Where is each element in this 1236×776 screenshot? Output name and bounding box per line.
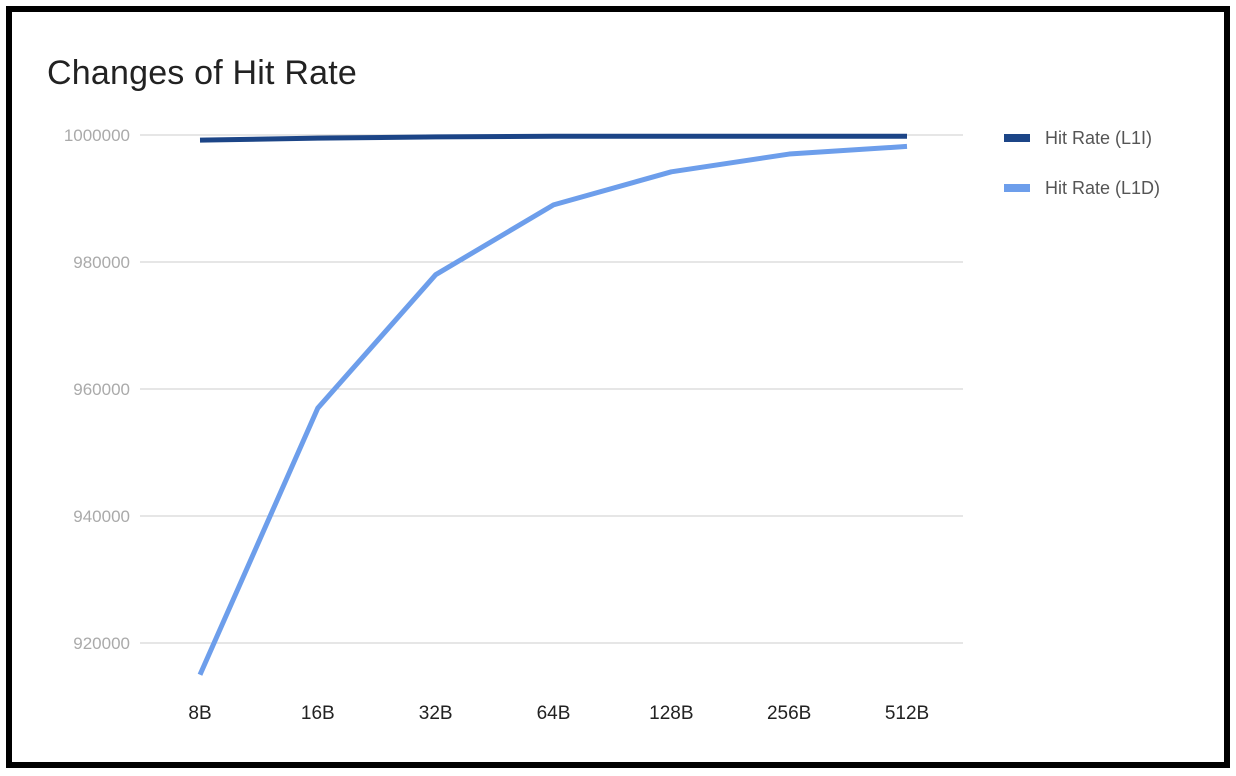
y-axis-ticks: 920000 940000 960000 980000 1000000 bbox=[64, 126, 130, 653]
y-tick-label: 980000 bbox=[73, 253, 130, 272]
legend: Hit Rate (L1I) Hit Rate (L1D) bbox=[1004, 128, 1160, 198]
legend-swatch bbox=[1004, 184, 1030, 192]
chart-frame bbox=[6, 6, 1230, 768]
series-line bbox=[199, 133, 907, 143]
x-tick-label: 128B bbox=[649, 703, 693, 724]
y-tick-label: 920000 bbox=[73, 634, 130, 653]
x-tick-label: 512B bbox=[885, 703, 929, 724]
x-tick-label: 16B bbox=[301, 703, 335, 724]
x-tick-label: 32B bbox=[419, 703, 453, 724]
legend-label: Hit Rate (L1D) bbox=[1045, 178, 1160, 198]
x-tick-label: 64B bbox=[537, 703, 571, 724]
y-tick-label: 960000 bbox=[73, 380, 130, 399]
chart-title: Changes of Hit Rate bbox=[47, 54, 357, 92]
legend-swatch bbox=[1004, 134, 1030, 142]
legend-label: Hit Rate (L1I) bbox=[1045, 128, 1152, 148]
y-tick-label: 940000 bbox=[73, 507, 130, 526]
y-tick-label: 1000000 bbox=[64, 126, 130, 145]
gridlines bbox=[140, 134, 963, 644]
series-line bbox=[197, 143, 908, 676]
x-tick-label: 256B bbox=[767, 703, 811, 724]
x-axis-ticks: 8B 16B 32B 64B 128B 256B 512B bbox=[188, 703, 929, 724]
x-tick-label: 8B bbox=[188, 703, 211, 724]
series-lines bbox=[197, 133, 908, 676]
